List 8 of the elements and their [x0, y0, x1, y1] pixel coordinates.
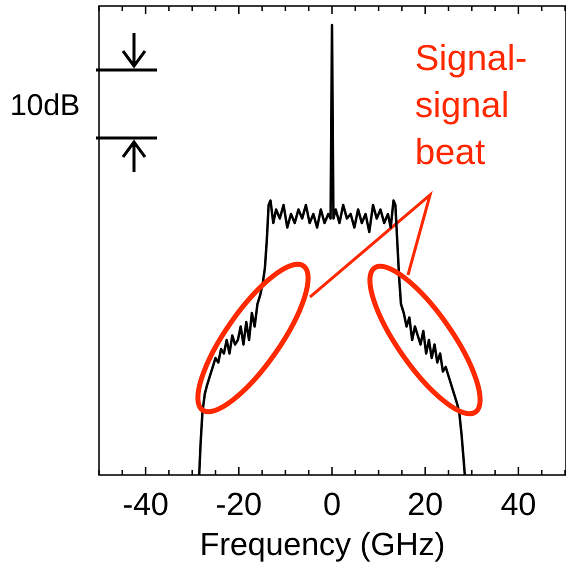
- text: 10dB: [10, 89, 80, 122]
- x-tick-label: 0: [323, 486, 341, 522]
- x-tick-label: 40: [500, 486, 536, 522]
- annotation: Signal- signal beat: [415, 37, 528, 172]
- x-tick-label: 20: [407, 486, 443, 522]
- x-tick-label: -40: [122, 486, 169, 522]
- x-axis-title: Frequency (GHz): [200, 526, 446, 562]
- x-tick-label: -20: [216, 486, 262, 522]
